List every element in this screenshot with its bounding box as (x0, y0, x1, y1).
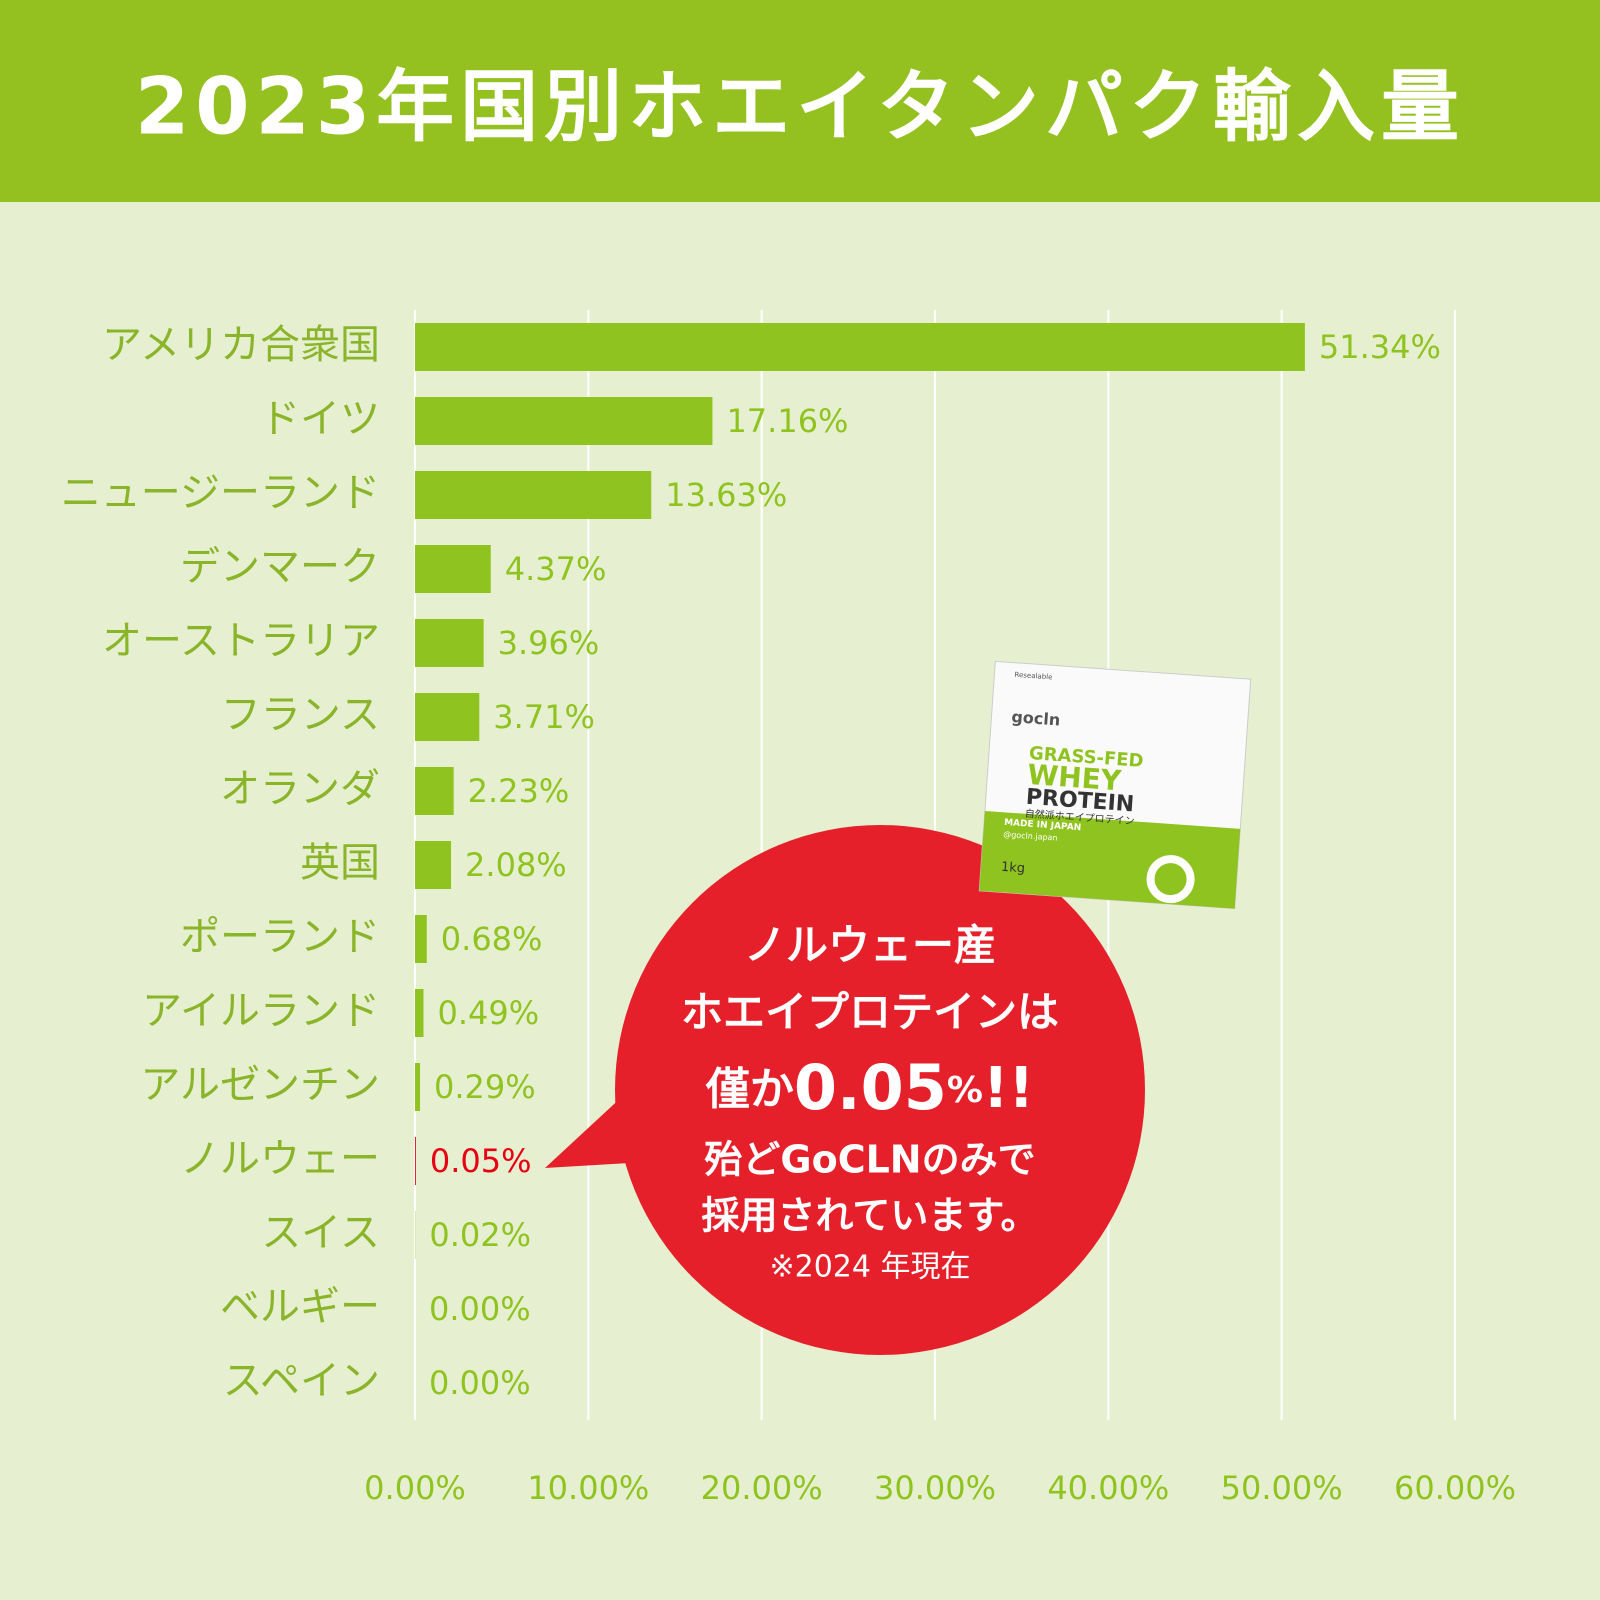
bar (415, 471, 652, 519)
value-label: 17.16% (726, 402, 848, 440)
value-label: 4.37% (505, 550, 607, 588)
callout-text: !! (983, 1056, 1034, 1121)
x-tick-label: 30.00% (874, 1469, 996, 1507)
product-image: Resealable gocln GRASS-FED WHEY PROTEIN … (978, 660, 1252, 910)
bar (415, 693, 480, 741)
package-band (979, 810, 1241, 909)
package-text: @gocln.japan (1003, 830, 1058, 843)
x-tick-label: 50.00% (1221, 1469, 1343, 1507)
logo (1146, 855, 1195, 904)
x-tick-label: 0.00% (364, 1469, 466, 1507)
y-tick-label: ポーランド (180, 914, 380, 960)
y-tick-label: スペイン (223, 1358, 380, 1404)
callout-emphasis: 僅か0.05%!! (705, 1051, 1034, 1124)
bar (415, 545, 491, 593)
value-label: 0.02% (429, 1216, 531, 1254)
value-label: 3.96% (498, 624, 600, 662)
value-label: 13.63% (665, 476, 787, 514)
bar (415, 989, 424, 1037)
bar (415, 1137, 416, 1185)
bar (415, 323, 1305, 371)
bar (415, 397, 713, 445)
bar (415, 915, 427, 963)
y-tick-label: ニュージーランド (61, 470, 380, 516)
value-label: 0.49% (437, 994, 539, 1032)
callout-text: 殆どGoCLNのみで (704, 1138, 1035, 1182)
callout-text: ノルウェー産 (744, 921, 996, 970)
value-label: 3.71% (493, 698, 595, 736)
x-tick-label: 40.00% (1047, 1469, 1169, 1507)
x-tick-label: 20.00% (701, 1469, 823, 1507)
value-label: 0.05% (430, 1142, 532, 1180)
bar (415, 767, 454, 815)
value-label: 51.34% (1319, 328, 1441, 366)
value-label: 2.08% (465, 846, 567, 884)
value-label: 0.29% (434, 1068, 536, 1106)
y-tick-label: 英国 (300, 840, 380, 886)
bar (415, 1063, 421, 1111)
callout: ノルウェー産 ホエイプロテインは 僅か0.05%!! 殆どGoCLNのみで 採用… (545, 825, 1145, 1355)
y-tick-label: オーストラリア (102, 618, 380, 664)
package-text: 1kg (1000, 860, 1025, 877)
package-text: gocln (1011, 707, 1061, 729)
callout-text: 僅か (705, 1064, 794, 1115)
callout-text: % (947, 1070, 983, 1111)
x-tick-label: 10.00% (527, 1469, 649, 1507)
y-tick-label: ベルギー (220, 1284, 380, 1330)
plot: 0.00% 10.00% 20.00% 30.00% 40.00% 50.00% 60.00… (61, 310, 1516, 1507)
value-label: 0.00% (429, 1364, 531, 1402)
package-text: WHEY (1026, 758, 1123, 798)
callout-text: 0.05 (794, 1051, 947, 1124)
y-tick-label: オランダ (220, 766, 380, 812)
chart-title: 2023年国別ホエイタンパク輸入量 (135, 62, 1465, 152)
package-text: Resealable (1014, 671, 1052, 682)
bar (415, 841, 452, 889)
y-tick-label: アイルランド (142, 988, 380, 1034)
callout-note: ※2024 年現在 (769, 1250, 970, 1285)
callout-bubble (615, 825, 1145, 1355)
value-label: 2.23% (468, 772, 570, 810)
y-tick-label: デンマーク (180, 544, 380, 590)
value-label: 0.00% (429, 1290, 531, 1328)
y-tick-label: ドイツ (260, 396, 380, 442)
title-bar (0, 0, 1600, 202)
bar (415, 619, 484, 667)
callout-text: 採用されています。 (701, 1194, 1038, 1238)
callout-text: ホエイプロテインは (681, 988, 1059, 1037)
y-tick-label: スイス (261, 1210, 380, 1256)
x-tick-label: 60.00% (1394, 1469, 1516, 1507)
value-label: 0.68% (441, 920, 543, 958)
y-tick-label: ノルウェー (180, 1136, 380, 1182)
y-tick-label: アメリカ合衆国 (102, 322, 380, 368)
y-tick-label: アルゼンチン (140, 1062, 380, 1108)
y-tick-label: フランス (221, 692, 380, 738)
